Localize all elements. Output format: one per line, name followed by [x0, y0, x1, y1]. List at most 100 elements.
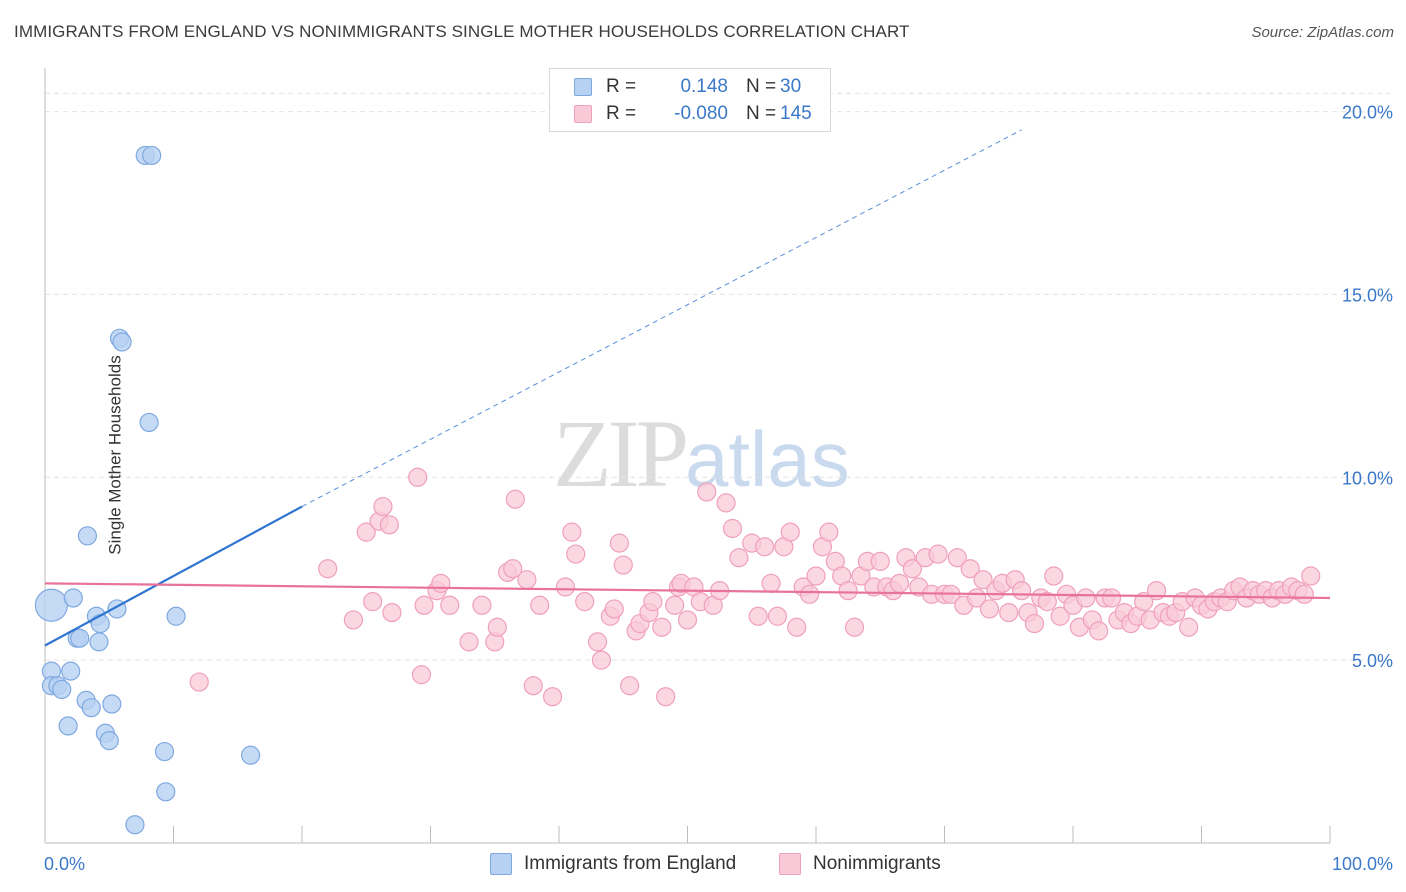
- legend-r-label: R =: [606, 103, 637, 124]
- immigrants-point: [154, 741, 175, 762]
- nonimmigrants-point: [979, 599, 1000, 619]
- bottom-legend-immigrants: Immigrants from England: [490, 852, 736, 876]
- nonimmigrants-point: [363, 592, 383, 612]
- nonimmigrants-point: [1301, 566, 1321, 586]
- nonimmigrants-point: [902, 559, 922, 579]
- correlation-legend: R = 0.148 N = 30 R = -0.080 N = 145: [549, 68, 831, 132]
- tick-labels: 5.0% 10.0% 15.0% 20.0% 0.0% 100.0%: [44, 103, 1393, 874]
- nonimmigrants-point: [722, 518, 743, 539]
- legend-n-value: 145: [780, 103, 812, 124]
- immigrants-point: [89, 632, 109, 652]
- immigrants-point: [77, 526, 98, 546]
- immigrants-trend-extension: [301, 129, 1022, 507]
- nonimmigrants-point: [1050, 606, 1070, 626]
- blue-swatch: [574, 78, 592, 96]
- nonimmigrants-point: [754, 537, 775, 557]
- nonimmigrants-point: [503, 559, 523, 579]
- nonimmigrants-point: [472, 595, 492, 615]
- immigrants-point: [156, 782, 176, 802]
- nonimmigrants-point: [819, 522, 839, 542]
- chart-title: IMMIGRANTS FROM ENGLAND VS NONIMMIGRANTS…: [14, 22, 910, 41]
- nonimmigrants-point: [1076, 588, 1096, 608]
- nonimmigrants-point: [729, 548, 749, 568]
- immigrants-point: [58, 716, 78, 736]
- nonimmigrants-point: [523, 676, 543, 696]
- nonimmigrants-point: [677, 610, 698, 630]
- pink-swatch: [574, 105, 592, 123]
- legend-n-label: N =: [746, 76, 777, 97]
- nonimmigrants-point: [517, 570, 537, 590]
- watermark: ZIPatlas: [553, 398, 850, 509]
- y-tick-label: 20.0%: [1342, 103, 1393, 123]
- nonimmigrants-point: [382, 602, 402, 623]
- nonimmigrants-point: [973, 570, 993, 590]
- immigrants-point: [61, 661, 81, 681]
- nonimmigrants-point: [665, 595, 685, 615]
- nonimmigrants-point: [767, 606, 788, 626]
- legend-r-value: -0.080: [674, 103, 728, 124]
- nonimmigrants-point: [844, 617, 865, 637]
- nonimmigrants-point: [411, 665, 432, 685]
- nonimmigrants-point: [505, 489, 525, 509]
- nonimmigrants-point: [620, 676, 640, 696]
- nonimmigrants-point: [806, 566, 826, 586]
- y-tick-label: 5.0%: [1352, 651, 1393, 671]
- legend-row-nonimmigrants: R = -0.080 N = 145: [574, 102, 812, 126]
- nonimmigrants-point: [780, 522, 800, 542]
- source-label: Source: ZipAtlas.com: [1251, 24, 1394, 41]
- immigrants-point: [81, 698, 101, 718]
- nonimmigrants-point: [697, 482, 717, 502]
- nonimmigrants-point: [575, 592, 595, 612]
- nonimmigrants-point: [960, 559, 980, 579]
- immigrants-point: [63, 588, 83, 608]
- nonimmigrants-point: [189, 672, 209, 692]
- watermark-zip: ZIP: [553, 400, 689, 507]
- immigrants-points: [34, 145, 261, 835]
- nonimmigrants-point: [414, 595, 434, 615]
- nonimmigrants-point: [459, 632, 479, 652]
- immigrants-point: [52, 679, 72, 700]
- grid-lines: [45, 92, 1395, 661]
- bottom-legend-nonimmigrants-label: Nonimmigrants: [813, 853, 941, 874]
- immigrants-point: [34, 588, 69, 622]
- nonimmigrants-point: [356, 522, 376, 542]
- nonimmigrants-point: [799, 584, 820, 604]
- nonimmigrants-point: [1089, 621, 1109, 641]
- nonimmigrants-point: [542, 687, 563, 707]
- nonimmigrants-point: [530, 595, 550, 615]
- nonimmigrants-point: [947, 548, 967, 568]
- legend-r-value: 0.148: [680, 76, 728, 97]
- legend-n-label: N =: [746, 103, 777, 124]
- nonimmigrants-point: [652, 617, 672, 637]
- nonimmigrants-point: [1134, 592, 1154, 612]
- nonimmigrants-point: [1011, 581, 1032, 601]
- nonimmigrants-point: [1044, 566, 1064, 586]
- immigrants-point: [166, 606, 186, 626]
- nonimmigrants-point: [591, 650, 612, 670]
- immigrants-point: [139, 412, 159, 433]
- nonimmigrants-point: [562, 522, 582, 542]
- pink-swatch: [779, 853, 801, 875]
- x-tick-label-max: 100.0%: [1332, 854, 1393, 874]
- nonimmigrants-point: [787, 617, 807, 637]
- nonimmigrants-point: [440, 595, 460, 615]
- x-tick-label-min: 0.0%: [44, 854, 85, 874]
- nonimmigrants-point: [1179, 617, 1199, 637]
- immigrants-point: [70, 628, 90, 648]
- nonimmigrants-point: [716, 493, 736, 513]
- nonimmigrants-point: [373, 496, 393, 517]
- immigrants-trend-line: [44, 505, 303, 647]
- nonimmigrants-point: [487, 617, 507, 637]
- immigrants-point: [241, 745, 261, 765]
- nonimmigrants-point: [656, 687, 676, 707]
- nonimmigrants-trend-line: [44, 582, 1331, 600]
- immigrants-point: [142, 145, 162, 166]
- bottom-legend-immigrants-label: Immigrants from England: [524, 853, 737, 874]
- nonimmigrants-point: [1294, 584, 1314, 604]
- nonimmigrants-point: [379, 515, 399, 535]
- nonimmigrants-point: [318, 559, 338, 579]
- nonimmigrants-point: [643, 592, 663, 612]
- nonimmigrants-point: [889, 573, 910, 593]
- nonimmigrants-point: [1101, 588, 1122, 608]
